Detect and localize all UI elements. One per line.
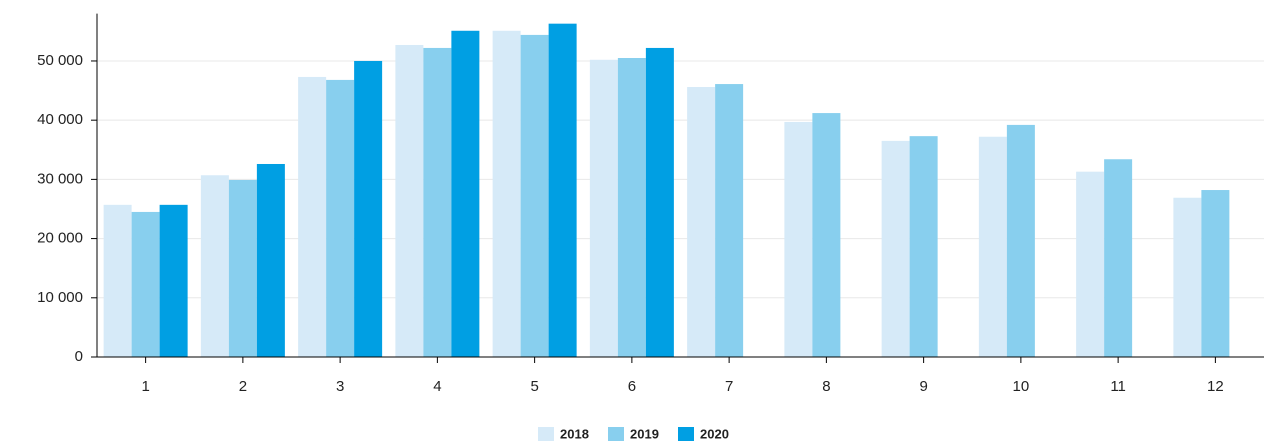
x-tick-label: 1	[141, 378, 149, 395]
legend-label: 2018	[560, 426, 589, 441]
bar	[784, 121, 813, 357]
x-tick-label: 10	[1013, 378, 1030, 395]
bar	[103, 204, 132, 357]
bar	[451, 30, 480, 358]
y-tick-label: 30 000	[37, 170, 83, 187]
legend-swatch	[608, 427, 624, 441]
bar	[326, 79, 355, 357]
bar	[1076, 171, 1105, 357]
bar	[978, 136, 1007, 357]
bar	[715, 84, 744, 357]
x-tick-label: 8	[822, 378, 830, 395]
bar	[617, 58, 646, 357]
bar	[1173, 197, 1202, 357]
x-tick-label: 9	[919, 378, 927, 395]
y-tick-label: 50 000	[37, 52, 83, 69]
bar	[200, 175, 229, 357]
bar	[298, 76, 327, 357]
x-tick-label: 3	[336, 378, 344, 395]
x-tick-label: 2	[239, 378, 247, 395]
x-tick-label: 12	[1207, 378, 1224, 395]
x-tick-label: 5	[530, 378, 538, 395]
legend-swatch	[538, 427, 554, 441]
bar	[354, 60, 383, 358]
bar	[395, 44, 424, 358]
bar	[687, 87, 716, 358]
x-tick-label: 11	[1110, 378, 1126, 395]
bar	[423, 47, 452, 357]
y-tick-label: 10 000	[37, 289, 83, 306]
bar	[228, 179, 257, 357]
legend-label: 2019	[630, 426, 659, 441]
y-tick-label: 40 000	[37, 111, 83, 128]
bar	[881, 140, 910, 357]
y-tick-label: 0	[75, 348, 83, 365]
bar	[256, 163, 285, 357]
bar	[909, 136, 938, 357]
x-tick-label: 4	[433, 378, 441, 395]
bar	[520, 34, 549, 357]
bar	[589, 59, 618, 358]
x-tick-label: 6	[628, 378, 636, 395]
bar	[1006, 124, 1035, 357]
bar	[1104, 159, 1133, 357]
bar	[812, 113, 841, 357]
bar	[548, 23, 577, 358]
legend-swatch	[678, 427, 694, 441]
bar	[645, 47, 674, 357]
bar	[1201, 190, 1230, 357]
bar	[131, 211, 160, 357]
bar	[159, 204, 188, 357]
legend-label: 2020	[700, 426, 729, 441]
bar	[492, 30, 521, 358]
x-tick-label: 7	[725, 378, 733, 395]
y-tick-label: 20 000	[37, 230, 83, 247]
